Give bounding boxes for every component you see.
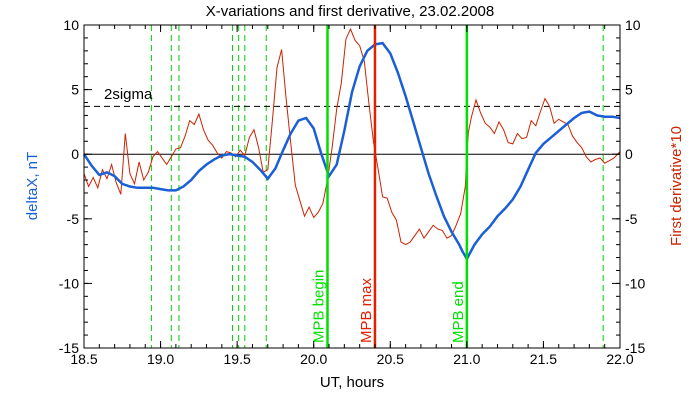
deltax-series-line [82,41,621,262]
x-tick-label: 20.0 [300,351,327,367]
chart-title: X-variations and first derivative, 23.02… [206,3,495,20]
mpb-lines: MPB begin MPB max MPB end [310,25,469,348]
series-layer [82,27,621,262]
x-tick-label: 22.0 [606,351,633,367]
y-tick-label-right: -15 [625,340,645,356]
derivative-series-line [83,27,621,246]
x-tick-label: 20.5 [377,351,404,367]
y-tick-label-left: -5 [67,211,80,227]
y-tick-label-right: 10 [625,17,641,33]
x-tick-label: 19.0 [147,351,174,367]
y-tick-label-right: -5 [625,211,638,227]
x-tick-label: 18.5 [70,351,97,367]
y-tick-label-left: 5 [71,82,79,98]
y-axis-left-title: deltaX, nT [24,152,41,220]
y-tick-label-right: -10 [625,275,645,291]
y-tick-label-right: 0 [625,146,633,162]
plot-frame [83,24,621,349]
y-axis-right-title: First derivative*10 [668,126,685,246]
y-tick-label-left: 0 [71,146,79,162]
axes: 18.5 19.0 19.5 20.0 20.5 21.0 21.5 22.0 10 10 5 5 0 0… [59,17,646,367]
y-tick-label-right: 5 [625,82,633,98]
mpb-end-label: MPB end [450,281,467,343]
x-tick-label: 21.5 [530,351,557,367]
threshold-label: 2sigma [104,86,153,103]
x-tick-label: 19.5 [224,351,251,367]
y-tick-label-left: 10 [63,17,79,33]
mpb-max-label: MPB max [358,277,375,343]
y-tick-label-left: -10 [59,275,79,291]
x-tick-label: 21.0 [453,351,480,367]
y-tick-label-left: -15 [59,340,79,356]
mpb-begin-label: MPB begin [310,270,327,343]
x-axis-title: UT, hours [320,374,384,391]
